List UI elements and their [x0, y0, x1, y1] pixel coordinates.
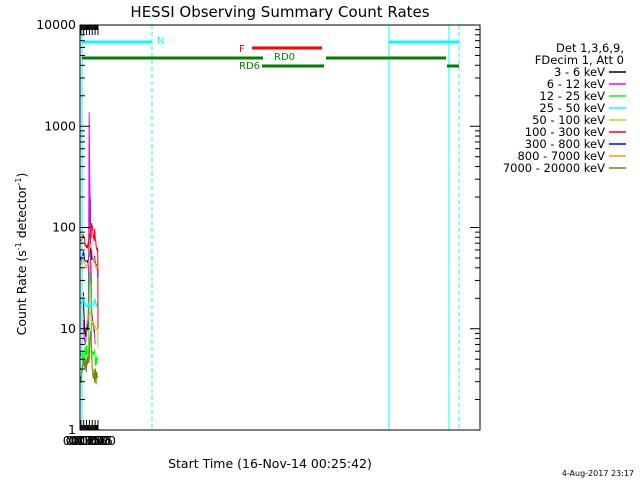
- plot-area: 1 10 100 1000 10000 00:3000:4501:0001:1501:30…: [36, 17, 481, 448]
- legend-label-8: 7000 - 20000 keV: [503, 161, 605, 175]
- y-tick-label: 1000: [44, 118, 76, 133]
- legend-label-1: 6 - 12 keV: [547, 77, 605, 91]
- legend-label-5: 100 - 300 keV: [525, 125, 605, 139]
- series-line-1: [83, 112, 96, 345]
- series-line-4: [88, 310, 99, 348]
- x-tick-label: 02:00: [80, 433, 116, 448]
- x-tick-label: 00:45: [66, 433, 102, 448]
- legend-label-3: 25 - 50 keV: [539, 101, 605, 115]
- legend-header-line-1: Det 1,3,6,9,: [556, 41, 624, 55]
- plot-frame: [79, 24, 481, 431]
- legend-label-0: 3 - 6 keV: [554, 65, 605, 79]
- status-bars: N F RD0 RD6: [157, 36, 295, 72]
- series-line-5: [80, 222, 99, 329]
- chart-title: HESSI Observing Summary Count Rates: [130, 3, 429, 21]
- x-tick-label: 01:15: [71, 433, 107, 448]
- series-line-8: [80, 330, 99, 385]
- footer-date: 4-Aug-2017 23:17: [562, 469, 634, 478]
- x-tick-label: 01:45: [77, 433, 113, 448]
- legend-label-4: 50 - 100 keV: [532, 113, 605, 127]
- legend-label-7: 800 - 7000 keV: [517, 149, 605, 163]
- legend: Det 1,3,6,9, FDecim 1, Att 0 3 - 6 keV6 …: [503, 41, 626, 175]
- rd6-label: RD6: [239, 61, 260, 72]
- rd0-label: RD0: [274, 52, 295, 63]
- legend-header-line-2: FDecim 1, Att 0: [535, 53, 624, 67]
- y-tick-label: 1: [68, 422, 76, 437]
- legend-label-2: 12 - 25 keV: [539, 89, 605, 103]
- x-axis-label: Start Time (16-Nov-14 00:25:42): [168, 456, 372, 471]
- y-tick-label: 10: [60, 321, 76, 336]
- y-tick-label: 10000: [36, 17, 76, 32]
- flare-label: F: [239, 44, 245, 55]
- y-tick-label: 100: [52, 220, 76, 235]
- x-tick-label: 00:30: [63, 433, 99, 448]
- x-tick-label: 01:30: [74, 433, 110, 448]
- series-line-7: [80, 243, 98, 271]
- legend-label-6: 300 - 800 keV: [525, 137, 605, 151]
- y-axis-label: Count Rate (s-1 detector-1): [14, 173, 29, 336]
- night-label: N: [157, 36, 164, 47]
- x-tick-label: 01:00: [69, 433, 105, 448]
